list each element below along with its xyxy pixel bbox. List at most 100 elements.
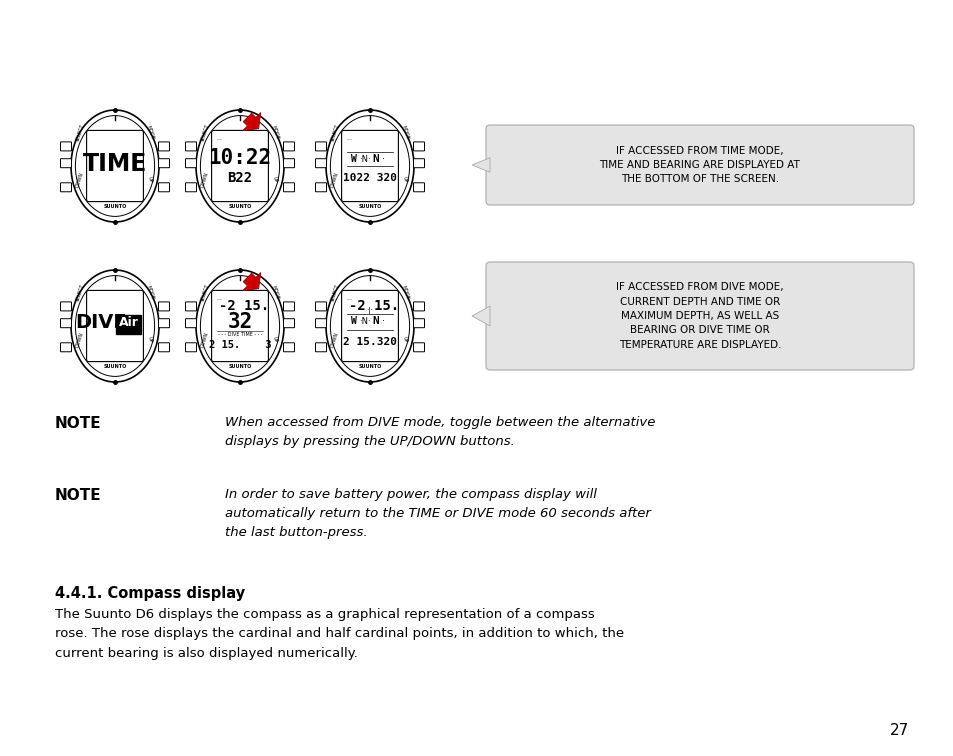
Text: UP: UP: [401, 176, 408, 184]
Ellipse shape: [195, 110, 284, 222]
Text: W: W: [351, 316, 356, 326]
FancyBboxPatch shape: [60, 319, 71, 327]
FancyBboxPatch shape: [315, 159, 326, 168]
FancyBboxPatch shape: [413, 159, 424, 168]
Text: B22: B22: [227, 171, 253, 185]
Text: SELECT: SELECT: [199, 122, 210, 142]
Ellipse shape: [326, 110, 414, 222]
Text: ···: ···: [346, 138, 353, 142]
FancyBboxPatch shape: [283, 183, 294, 192]
FancyBboxPatch shape: [185, 183, 196, 192]
Text: ·: ·: [382, 316, 385, 326]
Text: SELECT: SELECT: [329, 283, 339, 302]
Text: ···: ···: [216, 138, 222, 142]
Text: ·: ·: [382, 154, 385, 164]
Text: IF ACCESSED FROM DIVE MODE,
CURRENT DEPTH AND TIME OR
MAXIMUM DEPTH, AS WELL AS
: IF ACCESSED FROM DIVE MODE, CURRENT DEPT…: [616, 282, 783, 350]
Text: DOWN: DOWN: [200, 172, 210, 188]
FancyBboxPatch shape: [413, 183, 424, 192]
Ellipse shape: [71, 270, 159, 382]
Ellipse shape: [195, 270, 284, 382]
Text: DOWN: DOWN: [75, 332, 85, 349]
Text: NOTE: NOTE: [55, 416, 102, 431]
Text: UP: UP: [272, 176, 278, 184]
FancyBboxPatch shape: [341, 290, 398, 361]
Text: MODE: MODE: [146, 284, 154, 300]
Text: SUUNTO: SUUNTO: [358, 364, 381, 369]
FancyBboxPatch shape: [158, 302, 170, 311]
Text: SELECT: SELECT: [74, 122, 85, 142]
Text: SUUNTO: SUUNTO: [103, 204, 127, 209]
FancyBboxPatch shape: [283, 319, 294, 327]
Text: 2 15.320: 2 15.320: [343, 337, 396, 347]
FancyBboxPatch shape: [87, 290, 143, 361]
FancyBboxPatch shape: [60, 142, 71, 151]
FancyBboxPatch shape: [60, 342, 71, 352]
FancyBboxPatch shape: [116, 314, 141, 333]
Text: SELECT: SELECT: [199, 283, 210, 302]
Text: SELECT: SELECT: [329, 122, 339, 142]
FancyBboxPatch shape: [341, 130, 398, 202]
Text: N: N: [373, 316, 379, 326]
FancyBboxPatch shape: [283, 159, 294, 168]
Polygon shape: [472, 158, 490, 172]
Text: MODE: MODE: [146, 125, 154, 141]
FancyBboxPatch shape: [315, 342, 326, 352]
FancyBboxPatch shape: [185, 159, 196, 168]
FancyBboxPatch shape: [283, 342, 294, 352]
Text: DOWN: DOWN: [75, 172, 85, 188]
Text: 2 15.    3: 2 15. 3: [209, 340, 271, 350]
Text: SUUNTO: SUUNTO: [228, 204, 252, 209]
FancyBboxPatch shape: [60, 159, 71, 168]
Text: UP: UP: [272, 336, 278, 344]
FancyBboxPatch shape: [87, 130, 143, 202]
Text: TIME: TIME: [83, 152, 147, 176]
Text: 4.4.1. Compass display: 4.4.1. Compass display: [55, 586, 245, 601]
Text: Air: Air: [119, 317, 139, 330]
FancyBboxPatch shape: [485, 262, 913, 370]
FancyBboxPatch shape: [185, 342, 196, 352]
Text: ···: ···: [216, 297, 222, 302]
FancyBboxPatch shape: [60, 302, 71, 311]
FancyBboxPatch shape: [60, 183, 71, 192]
Text: DOWN: DOWN: [330, 172, 339, 188]
Polygon shape: [472, 306, 490, 326]
FancyBboxPatch shape: [158, 342, 170, 352]
Text: ·|·: ·|·: [366, 306, 373, 314]
Text: UP: UP: [147, 176, 153, 184]
FancyBboxPatch shape: [413, 319, 424, 327]
FancyBboxPatch shape: [315, 183, 326, 192]
FancyBboxPatch shape: [158, 159, 170, 168]
Text: SUUNTO: SUUNTO: [358, 204, 381, 209]
FancyBboxPatch shape: [485, 125, 913, 205]
FancyBboxPatch shape: [158, 183, 170, 192]
Text: DIVE: DIVE: [75, 314, 127, 333]
FancyBboxPatch shape: [283, 302, 294, 311]
Text: MODE: MODE: [271, 284, 279, 300]
Text: In order to save battery power, the compass display will
automatically return to: In order to save battery power, the comp…: [225, 488, 650, 539]
Text: -2 15.: -2 15.: [218, 299, 269, 313]
FancyBboxPatch shape: [413, 302, 424, 311]
Text: ·N·: ·N·: [359, 317, 371, 326]
Ellipse shape: [71, 110, 159, 222]
Text: 27: 27: [889, 723, 908, 738]
Polygon shape: [242, 113, 260, 131]
FancyBboxPatch shape: [212, 290, 268, 361]
FancyBboxPatch shape: [315, 319, 326, 327]
Text: NOTE: NOTE: [55, 488, 102, 503]
FancyBboxPatch shape: [283, 142, 294, 151]
Text: SUUNTO: SUUNTO: [103, 364, 127, 369]
Text: 32: 32: [227, 312, 253, 332]
FancyBboxPatch shape: [315, 142, 326, 151]
Text: MODE: MODE: [271, 125, 279, 141]
Text: ···: ···: [346, 297, 353, 302]
Text: 10:22: 10:22: [208, 148, 272, 168]
Text: MODE: MODE: [400, 284, 410, 300]
Text: When accessed from DIVE mode, toggle between the alternative
displays by pressin: When accessed from DIVE mode, toggle bet…: [225, 416, 655, 448]
Polygon shape: [242, 272, 260, 291]
FancyBboxPatch shape: [315, 302, 326, 311]
Text: - - - DIVE TIME - - -: - - - DIVE TIME - - -: [217, 333, 262, 337]
Text: W: W: [351, 154, 356, 164]
FancyBboxPatch shape: [413, 142, 424, 151]
FancyBboxPatch shape: [185, 319, 196, 327]
FancyBboxPatch shape: [212, 130, 268, 202]
